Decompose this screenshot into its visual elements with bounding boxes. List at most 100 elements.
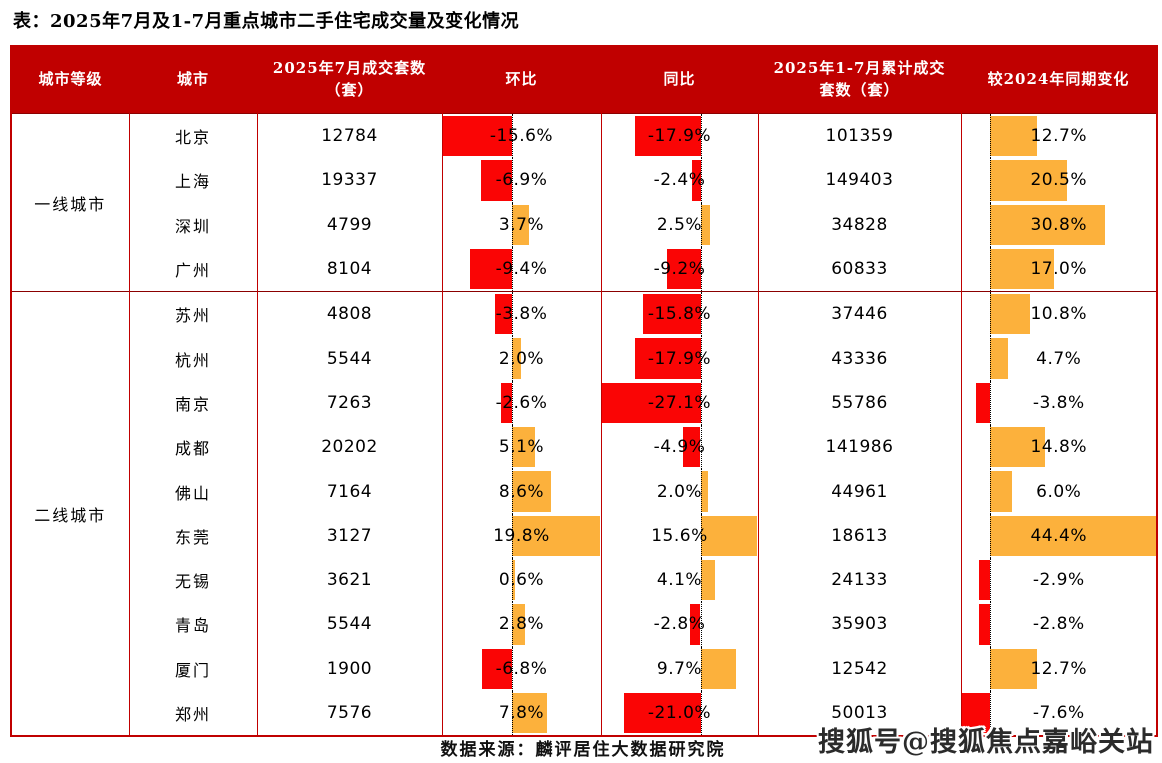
yoy-bar-cell: 2.0% [600,469,759,514]
zero-baseline [989,425,991,470]
percent-label: 19.8% [493,525,550,546]
vs_2024-bar-cell: 44.4% [960,513,1158,558]
bar-wrap: -17.9% [602,114,758,159]
bar-wrap: 7.8% [443,690,601,736]
bar-wrap: 20.5% [962,158,1157,203]
city-tier-cell: 一线城市 [10,112,130,292]
yoy-bar-cell: 15.6% [600,513,759,558]
mom-bar-cell: 3.7% [441,202,602,247]
bar-wrap: 3.7% [443,202,601,247]
percent-label: 17.0% [1030,259,1087,280]
percent-label: -4.9% [653,437,706,458]
negative-bar [979,604,990,645]
bar-wrap: -3.8% [443,292,601,337]
yoy-bar-cell: -2.4% [600,158,759,203]
vs_2024-bar-cell: -2.8% [960,602,1158,647]
percent-label: -7.6% [1032,703,1085,723]
percent-label: -2.9% [1032,570,1085,591]
mom-bar-cell: -15.6% [441,113,602,159]
header-row: 城市等级 城市 2025年7月成交套数（套） 环比 同比 2025年1-7月累计成交套数（… [11,46,1157,114]
city-name-cell: 北京 [128,113,258,159]
positive-bar [989,294,1031,335]
mom-bar-cell: -3.8% [441,291,602,337]
zero-baseline [512,246,514,292]
percent-label: -3.8% [1032,392,1085,413]
positive-bar [989,515,1156,556]
zero-baseline [700,425,702,470]
percent-label: 2.5% [656,214,703,235]
zero-baseline [512,690,514,736]
table-row: 厦门 1900 -6.8% 9.7% 12542 12.7% [11,646,1158,691]
bar-wrap: -2.8% [962,602,1157,647]
mom-bar-cell: 19.8% [441,513,602,558]
zero-baseline [512,114,514,159]
cumulative-count-cell: 35903 [757,602,962,647]
city-name-cell: 深圳 [128,202,258,247]
bar-wrap: -15.6% [442,114,601,159]
zero-baseline [989,646,991,691]
percent-label: -2.8% [1032,614,1085,635]
column-header-3: 环比 [442,46,601,114]
city-transactions-table: 城市等级 城市 2025年7月成交套数（套） 环比 同比 2025年1-7月累计成交套数（… [10,45,1158,738]
percent-label: -21.0% [647,703,712,723]
bar-wrap: 12.7% [962,114,1157,159]
yoy-bar-cell: -27.1% [600,380,759,426]
bar-wrap: 2.5% [602,202,758,247]
cumulative-count-cell: 34828 [757,202,962,247]
negative-bar [975,382,990,424]
bar-wrap: -6.8% [443,646,601,691]
percent-label: 3.7% [498,214,545,235]
bar-wrap: 30.8% [962,202,1157,247]
city-name-cell: 佛山 [128,469,258,514]
zero-baseline [700,336,702,381]
percent-label: 20.5% [1030,170,1087,191]
percent-label: 9.7% [656,658,703,679]
city-name-cell: 无锡 [128,557,258,603]
bar-wrap: 17.0% [962,246,1157,292]
jul-2025-count-cell: 19337 [256,158,443,203]
negative-bar [635,338,701,379]
vs_2024-bar-cell: 14.8% [960,425,1158,470]
yoy-bar-cell: -17.9% [600,113,759,159]
column-header-6: 较2024年同期变化 [961,46,1157,114]
city-name-cell: 东莞 [128,513,258,558]
sohu-watermark: 搜狐号@搜狐焦点嘉峪关站 [818,727,1154,758]
bar-wrap: 19.8% [443,513,601,558]
negative-bar [961,692,990,734]
yoy-bar-cell: -17.9% [600,336,759,381]
cumulative-count-cell: 18613 [757,513,962,558]
negative-bar [481,160,513,201]
percent-label: 12.7% [1030,126,1087,147]
positive-bar [989,248,1054,290]
zero-baseline [989,690,991,736]
cumulative-count-cell: 24133 [757,557,962,603]
column-header-4: 同比 [601,46,758,114]
mom-bar-cell: 8.6% [441,469,602,514]
positive-bar [989,648,1038,689]
negative-bar [682,427,701,468]
zero-baseline [700,690,702,736]
zero-baseline [700,469,702,514]
table-row: 南京 7263 -2.6% -27.1% 55786 -3.8% [11,380,1158,426]
positive-bar [989,204,1106,245]
zero-baseline [700,602,702,647]
table-row: 青岛 5544 2.8% -2.8% 35903 -2.8% [11,602,1158,647]
zero-baseline [700,557,702,603]
percent-label: -17.9% [647,348,712,369]
jul-2025-count-cell: 7576 [256,690,443,738]
zero-baseline [700,246,702,292]
percent-label: 14.8% [1030,437,1087,458]
positive-bar [512,471,551,512]
zero-baseline [512,513,514,558]
negative-bar [690,604,701,645]
bar-wrap: 2.8% [443,602,601,647]
positive-bar [512,427,535,468]
zero-baseline [989,246,991,292]
bar-wrap: 2.0% [443,336,601,381]
bar-wrap: 4.7% [962,336,1157,381]
percent-label: 5.1% [498,437,545,458]
negative-bar [601,382,701,424]
bar-wrap: -7.6% [961,690,1157,736]
zero-baseline [512,202,514,247]
vs_2024-bar-cell: 10.8% [960,291,1158,337]
